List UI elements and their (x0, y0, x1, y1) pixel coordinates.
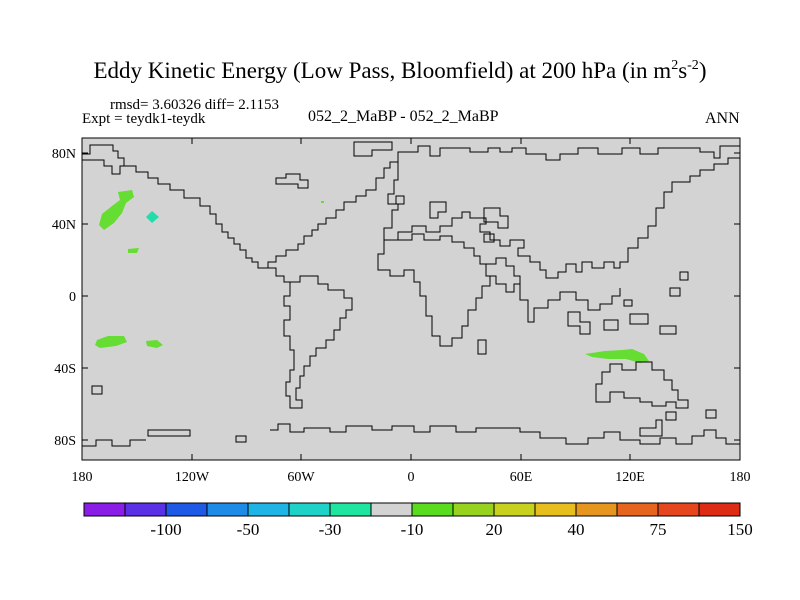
lat-label: 40S (54, 362, 76, 377)
colorbar-label: 75 (650, 520, 667, 539)
axis-ticks (81, 138, 741, 460)
comparison-label: 052_2_MaBP - 052_2_MaBP (308, 108, 499, 125)
north-pacific-teal-anomaly (146, 211, 159, 223)
coastlines (82, 141, 740, 447)
map-background (81, 137, 741, 461)
colorbar-swatch (616, 502, 659, 517)
lon-label: 120W (175, 470, 210, 485)
colorbar-label: -50 (237, 520, 260, 539)
colorbar-labels: -100 -50 -30 -10 20 40 75 150 (150, 520, 752, 539)
anomaly-layer (95, 190, 649, 363)
colorbar-label: -30 (319, 520, 342, 539)
colorbar-swatch (411, 502, 454, 517)
lon-label: 60W (287, 470, 315, 485)
lon-label: 60E (510, 470, 533, 485)
experiment-label: Expt = teydk1-teydk (82, 111, 206, 127)
colorbar-swatch (370, 502, 413, 517)
hawaii-green-anomaly (128, 248, 139, 253)
colorbar-swatch (329, 502, 372, 517)
lat-label: 80S (54, 434, 76, 449)
colorbar-swatch (247, 502, 290, 517)
south-pacific-green-anomaly-west (95, 336, 127, 348)
colorbar-label: -10 (401, 520, 424, 539)
lon-label: 0 (408, 470, 415, 485)
colorbar-label: 150 (727, 520, 753, 539)
lat-label: 40N (52, 218, 76, 233)
lon-label: 120E (615, 470, 645, 485)
colorbar-swatch (124, 502, 167, 517)
stats-label: rmsd= 3.60326 diff= 2.1153 (110, 97, 279, 113)
small-green-dot (321, 201, 324, 203)
colorbar-swatch (83, 502, 126, 517)
colorbar-swatch (534, 502, 577, 517)
lon-label: 180 (72, 470, 93, 485)
lat-label: 80N (52, 147, 76, 162)
colorbar-swatch (206, 502, 249, 517)
colorbar-label: 40 (568, 520, 585, 539)
colorbar-swatch (288, 502, 331, 517)
season-label: ANN (705, 110, 740, 127)
colorbar-label: 20 (486, 520, 503, 539)
colorbar-swatch (452, 502, 495, 517)
colorbar-swatch (575, 502, 618, 517)
colorbar-swatch (698, 502, 741, 517)
lon-label: 180 (730, 470, 751, 485)
south-pacific-green-anomaly-east (146, 340, 163, 348)
lat-label: 0 (69, 290, 76, 305)
colorbar-swatch (657, 502, 700, 517)
plot-title: Eddy Kinetic Energy (Low Pass, Bloomfiel… (93, 58, 707, 83)
colorbar (83, 502, 741, 517)
indian-ocean-green-anomaly (585, 349, 649, 363)
colorbar-swatch (165, 502, 208, 517)
colorbar-swatch (493, 502, 536, 517)
north-pacific-green-anomaly (99, 190, 134, 230)
colorbar-label: -100 (150, 520, 181, 539)
